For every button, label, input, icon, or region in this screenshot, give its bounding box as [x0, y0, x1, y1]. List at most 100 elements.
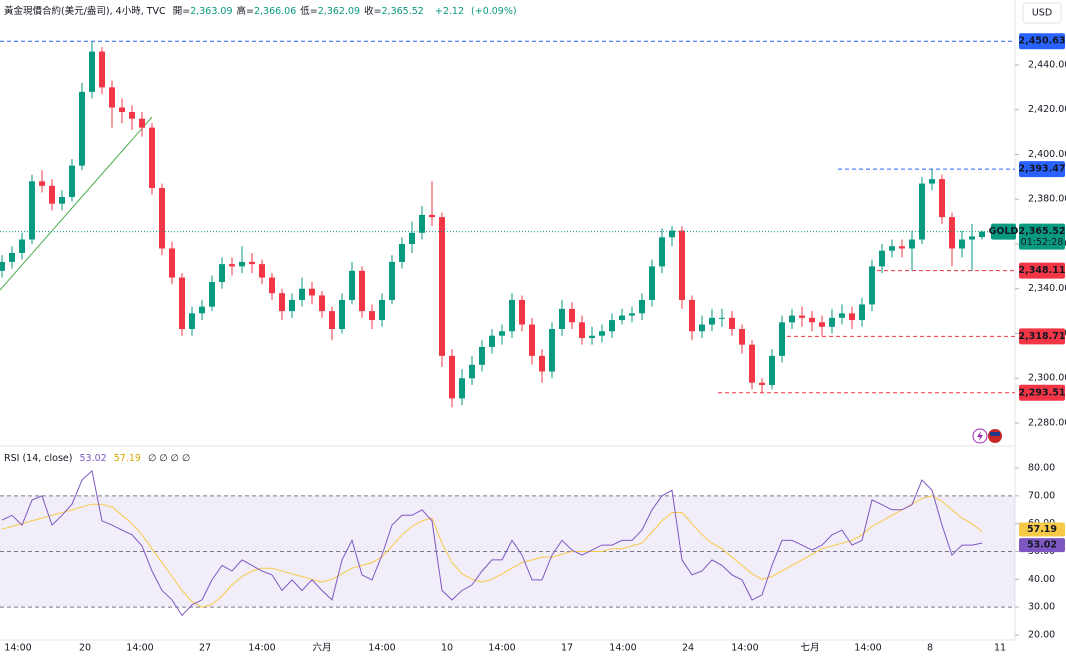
- rsi-badge-label: 53.02: [1027, 540, 1057, 551]
- candle-body: [99, 51, 105, 88]
- y-tick-label: 2,400.00: [1028, 149, 1066, 160]
- candle-body: [529, 324, 535, 356]
- candle-body: [459, 378, 465, 399]
- candle-body: [309, 288, 315, 296]
- ohlc-legend: 開=2,363.09 高=2,366.06 低=2,362.09 收=2,365.52: [173, 6, 428, 17]
- candle-body: [769, 355, 775, 385]
- x-tick-label: 14:00: [731, 643, 758, 654]
- price-badge-label: 2,393.47: [1019, 164, 1066, 175]
- candle-body: [189, 313, 195, 330]
- candle-body: [659, 237, 665, 267]
- candle-body: [839, 313, 845, 318]
- candle-body: [239, 261, 245, 267]
- candle-body: [59, 197, 65, 204]
- rsi-badge: [1019, 538, 1065, 553]
- y-tick-label: 2,380.00: [1028, 194, 1066, 205]
- price-badge-label: 2,318.71: [1019, 331, 1066, 342]
- candle-body: [509, 299, 515, 332]
- candle-body: [349, 270, 355, 300]
- candle-body: [289, 299, 295, 312]
- legend-name: 高=: [236, 6, 254, 17]
- x-tick-label: 14:00: [609, 643, 636, 654]
- candle-body: [169, 248, 175, 278]
- x-tick-label: 六月: [312, 642, 331, 654]
- price-badge-label: 2,450.63: [1019, 36, 1066, 47]
- candle-body: [579, 322, 585, 338]
- price-badge-label: 2,293.51: [1019, 387, 1066, 398]
- candle-body: [649, 266, 655, 300]
- x-tick-label: 14:00: [248, 643, 275, 654]
- candle-body: [399, 243, 405, 262]
- candle-body: [439, 217, 445, 356]
- currency-box[interactable]: [1022, 2, 1062, 24]
- candle-body: [929, 179, 935, 184]
- candle-body: [339, 299, 345, 330]
- legend-value: 2,365.52: [381, 6, 424, 17]
- candle-body: [739, 329, 745, 345]
- x-tick-label: 24: [682, 643, 694, 654]
- candle-body: [899, 246, 905, 249]
- x-tick-label: 14:00: [854, 643, 881, 654]
- candle-body: [299, 288, 305, 300]
- candle-body: [919, 183, 925, 240]
- legend-name: 低=: [300, 6, 318, 17]
- candle-body: [789, 315, 795, 323]
- x-tick-label: 10: [441, 643, 453, 654]
- candle-body: [329, 311, 335, 330]
- candle-body: [639, 299, 645, 314]
- candle-body: [199, 306, 205, 314]
- candle-body: [539, 355, 545, 372]
- candle-body: [889, 246, 895, 251]
- candle-body: [119, 107, 125, 112]
- y-tick-label: 2,300.00: [1028, 373, 1066, 384]
- candle-body: [689, 299, 695, 332]
- candle-body: [429, 214, 435, 218]
- candle-body: [829, 317, 835, 327]
- candle-body: [709, 317, 715, 325]
- candle-body: [629, 313, 635, 316]
- rsi-value: 53.02: [79, 453, 107, 464]
- candle-body: [19, 239, 25, 253]
- candle-body: [229, 264, 235, 267]
- candle-body: [159, 188, 165, 249]
- candle-body: [819, 322, 825, 327]
- last-price-badge: [1019, 223, 1065, 250]
- y-tick-label: 2,420.00: [1028, 104, 1066, 115]
- candle-body: [359, 270, 365, 312]
- x-tick-label: 20: [79, 643, 91, 654]
- candle-body: [269, 277, 275, 294]
- y-tick-label: 2,340.00: [1028, 283, 1066, 294]
- y-tick-label: 20.00: [1028, 629, 1055, 640]
- candle-body: [979, 231, 985, 238]
- candle-body: [139, 118, 145, 128]
- flag-part: [990, 432, 1000, 436]
- price-badge-label: 2,348.11: [1019, 265, 1066, 276]
- candle-body: [149, 127, 155, 189]
- candle-body: [9, 252, 15, 262]
- candle-body: [389, 261, 395, 300]
- candle-body: [599, 331, 605, 336]
- countdown: 01:52:28: [1021, 237, 1064, 248]
- legend-value: 2,366.06: [253, 6, 297, 17]
- x-tick-label: 8: [927, 643, 933, 654]
- y-tick-label: 2,440.00: [1028, 59, 1066, 70]
- candle-body: [939, 179, 945, 218]
- x-tick-label: 11: [994, 643, 1006, 654]
- candle-body: [419, 214, 425, 233]
- legend-value: 2,363.09: [190, 6, 233, 17]
- trend-line[interactable]: [0, 116, 153, 291]
- last-price-label: 2,365.52: [1019, 226, 1066, 237]
- candle-body: [549, 329, 555, 372]
- change: +2.12: [434, 6, 464, 17]
- candle-body: [369, 311, 375, 321]
- candle-body: [469, 364, 475, 379]
- candle-body: [679, 230, 685, 300]
- candle-body: [699, 324, 705, 332]
- candle-body: [719, 317, 725, 319]
- candle-body: [69, 165, 75, 198]
- candle-body: [589, 335, 595, 338]
- x-tick-label: 七月: [800, 643, 819, 654]
- rsi-ma-value: 57.19: [113, 453, 141, 464]
